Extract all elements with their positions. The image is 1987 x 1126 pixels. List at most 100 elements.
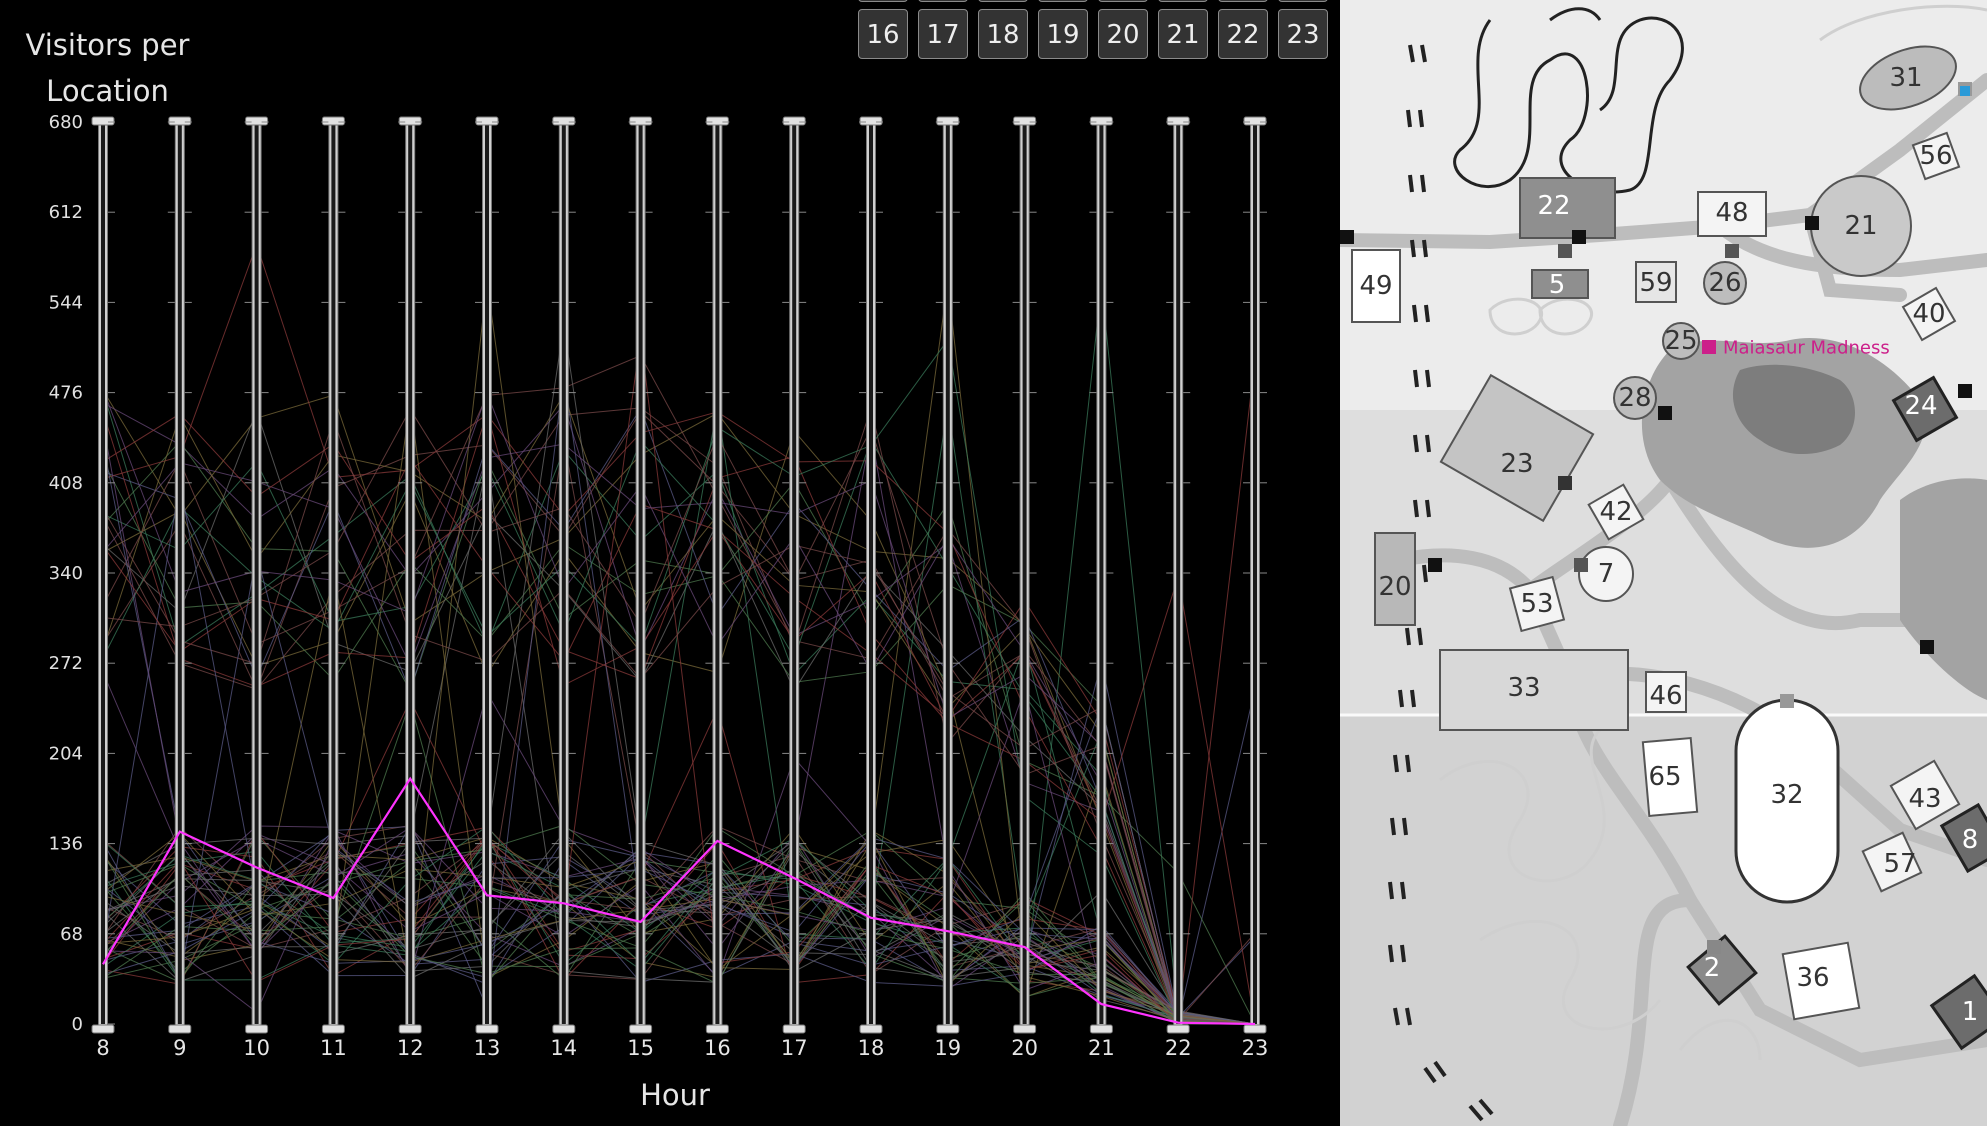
sensor-marker[interactable] <box>1805 216 1819 230</box>
hour-axis[interactable] <box>167 116 192 1034</box>
axis-bottom-handle[interactable] <box>859 1024 883 1034</box>
hour-axis[interactable] <box>1243 116 1267 1034</box>
hour-button-19[interactable]: 19 <box>1038 9 1088 59</box>
location-65[interactable] <box>1641 736 1699 818</box>
hour-axis[interactable] <box>91 116 115 1034</box>
location-43[interactable] <box>1889 759 1961 831</box>
hour-button-17[interactable]: 17 <box>918 9 968 59</box>
axis-bottom-handle[interactable] <box>1166 1024 1190 1034</box>
hour-axis[interactable] <box>935 116 960 1034</box>
location-28[interactable] <box>1613 376 1657 420</box>
location-57[interactable] <box>1861 831 1923 893</box>
location-1[interactable] <box>1929 973 1987 1051</box>
sensor-marker[interactable] <box>1428 558 1442 572</box>
hour-button-23[interactable]: 23 <box>1278 9 1328 59</box>
location-20[interactable] <box>1374 532 1416 626</box>
location-25[interactable] <box>1662 322 1700 360</box>
hour-axis[interactable] <box>398 116 423 1034</box>
hour-button-22[interactable]: 22 <box>1218 9 1268 59</box>
location-2[interactable] <box>1686 934 1758 1006</box>
location-7[interactable] <box>1578 546 1634 602</box>
axis-bottom-handle[interactable] <box>552 1024 576 1034</box>
axis-top-handle[interactable] <box>245 116 269 126</box>
location-24[interactable] <box>1891 375 1959 443</box>
hour-axis[interactable] <box>628 116 653 1034</box>
axis-bottom-handle[interactable] <box>782 1024 806 1034</box>
sensor-markers[interactable] <box>1340 82 1972 954</box>
axis-top-handle[interactable] <box>705 116 729 126</box>
location-36[interactable] <box>1781 941 1861 1021</box>
hour-axis[interactable] <box>705 116 730 1034</box>
hour-button-row-above[interactable] <box>978 0 1028 2</box>
hour-axes[interactable] <box>91 116 1267 1034</box>
hour-axis[interactable] <box>1089 116 1114 1034</box>
hour-button-21[interactable]: 21 <box>1158 9 1208 59</box>
sensor-marker[interactable] <box>1558 476 1572 490</box>
axis-top-handle[interactable] <box>91 116 115 126</box>
hour-axis[interactable] <box>782 116 807 1034</box>
axis-bottom-handle[interactable] <box>245 1024 269 1034</box>
location-5[interactable] <box>1531 269 1589 299</box>
hour-button-16[interactable]: 16 <box>858 9 908 59</box>
sensor-marker-active[interactable] <box>1960 86 1970 96</box>
sensor-marker[interactable] <box>1725 244 1739 258</box>
axis-bottom-handle[interactable] <box>398 1024 422 1034</box>
axis-top-handle[interactable] <box>1166 116 1190 126</box>
sensor-marker[interactable] <box>1340 230 1354 244</box>
axis-top-handle[interactable] <box>398 116 422 126</box>
axis-top-handle[interactable] <box>859 116 883 126</box>
selected-sensor-marker[interactable] <box>1702 340 1716 354</box>
hour-button-18[interactable]: 18 <box>978 9 1028 59</box>
sensor-marker[interactable] <box>1574 558 1588 572</box>
location-46[interactable] <box>1645 671 1687 713</box>
hour-button-row-above[interactable] <box>1038 0 1088 2</box>
hour-button-row-above[interactable] <box>1218 0 1268 2</box>
park-map-svg[interactable]: 31 56 22 48 21 49 5 59 26 40 25 28 24 23… <box>1340 0 1987 1126</box>
axis-bottom-handle[interactable] <box>936 1024 960 1034</box>
axis-top-handle[interactable] <box>321 116 345 126</box>
axis-bottom-handle[interactable] <box>629 1024 653 1034</box>
hour-button-row-above[interactable] <box>858 0 908 2</box>
location-31[interactable] <box>1851 35 1964 122</box>
location-59[interactable] <box>1635 261 1677 303</box>
axis-bottom-handle[interactable] <box>705 1024 729 1034</box>
hour-button-row-above[interactable] <box>1158 0 1208 2</box>
location-33[interactable] <box>1439 649 1629 731</box>
sensor-marker[interactable] <box>1707 940 1721 954</box>
location-48[interactable] <box>1697 191 1767 237</box>
hour-axis[interactable] <box>244 116 269 1034</box>
location-8[interactable] <box>1939 802 1987 874</box>
axis-top-handle[interactable] <box>782 116 806 126</box>
location-22[interactable] <box>1519 177 1616 239</box>
axis-bottom-handle[interactable] <box>1089 1024 1113 1034</box>
axis-bottom-handle[interactable] <box>321 1024 345 1034</box>
sensor-marker[interactable] <box>1958 384 1972 398</box>
location-40[interactable] <box>1901 286 1957 342</box>
hour-button-row-above[interactable] <box>1098 0 1148 2</box>
location-56[interactable] <box>1911 131 1961 181</box>
sensor-marker[interactable] <box>1658 406 1672 420</box>
sensor-marker[interactable] <box>1780 694 1794 708</box>
highlight-series-line[interactable] <box>102 776 1256 1026</box>
axis-bottom-handle[interactable] <box>1243 1024 1267 1034</box>
sensor-marker[interactable] <box>1572 230 1586 244</box>
hour-button-20[interactable]: 20 <box>1098 9 1148 59</box>
hour-button-row-above[interactable] <box>1278 0 1328 2</box>
location-53[interactable] <box>1508 575 1566 633</box>
sensor-marker[interactable] <box>1558 244 1572 258</box>
axis-top-handle[interactable] <box>475 116 499 126</box>
location-42[interactable] <box>1587 483 1645 541</box>
axis-bottom-handle[interactable] <box>91 1024 115 1034</box>
axis-top-handle[interactable] <box>168 116 192 126</box>
axis-top-handle[interactable] <box>936 116 960 126</box>
axis-top-handle[interactable] <box>552 116 576 126</box>
location-26[interactable] <box>1703 261 1747 305</box>
hour-axis[interactable] <box>1166 116 1191 1034</box>
hour-button-row-above[interactable] <box>918 0 968 2</box>
sensor-marker[interactable] <box>1920 640 1934 654</box>
axis-bottom-handle[interactable] <box>1013 1024 1037 1034</box>
axis-bottom-handle[interactable] <box>475 1024 499 1034</box>
hour-axis[interactable] <box>859 116 883 1034</box>
hour-axis[interactable] <box>551 116 576 1034</box>
hour-axis[interactable] <box>321 116 346 1034</box>
